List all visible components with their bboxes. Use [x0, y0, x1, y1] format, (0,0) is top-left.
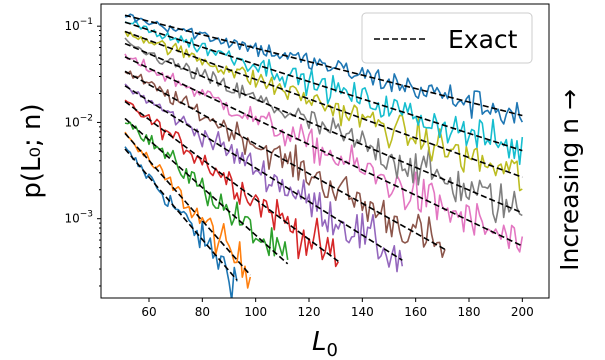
x-axis-label-sub: 0: [327, 340, 338, 360]
x-tick-label: 100: [244, 305, 267, 319]
exact-line-11: [124, 14, 523, 117]
exact-line-10: [124, 21, 523, 152]
series-line-2: [124, 131, 252, 289]
exact-line-9: [124, 30, 523, 178]
exact-layer: [124, 14, 523, 281]
x-tick-label: 160: [404, 305, 427, 319]
series-line-6: [124, 70, 446, 259]
x-axis-ticks: 60 80 100 120 140 160 180 200: [141, 298, 534, 319]
x-tick-label: 60: [141, 305, 156, 319]
series-line-5: [124, 83, 404, 273]
legend-box: [361, 12, 533, 64]
y-axis-ticks: 10−1 10−2 10−3: [64, 17, 101, 287]
exact-line-3: [124, 117, 289, 265]
y-tick-label: 10−3: [64, 210, 93, 226]
x-axis-label-base: L: [312, 327, 327, 357]
exact-line-1: [124, 148, 238, 281]
exact-line-5: [124, 85, 403, 261]
x-tick-label: 80: [195, 305, 210, 319]
series-line-11: [124, 13, 524, 125]
x-tick-label: 140: [351, 305, 374, 319]
x-tick-label: 120: [298, 305, 321, 319]
x-axis-label: L0: [312, 327, 338, 360]
series-line-10: [124, 19, 524, 166]
exact-line-2: [124, 132, 251, 276]
series-layer: [124, 13, 524, 298]
exact-line-6: [124, 70, 446, 251]
legend-exact-label: Exact: [448, 25, 518, 54]
increasing-n-label: Increasing n →: [555, 89, 584, 271]
x-tick-label: 200: [511, 305, 534, 319]
exact-line-7: [124, 56, 523, 247]
x-tick-label: 180: [458, 305, 481, 319]
series-line-8: [124, 37, 523, 224]
y-tick-label: 10−1: [64, 17, 93, 33]
y-tick-label: 10−2: [64, 113, 93, 129]
series-line-4: [124, 99, 340, 268]
y-axis-label: p(L₀; n): [17, 103, 47, 198]
series-line-9: [124, 30, 523, 192]
series-line-3: [124, 121, 289, 261]
legend: Exact: [361, 12, 533, 64]
